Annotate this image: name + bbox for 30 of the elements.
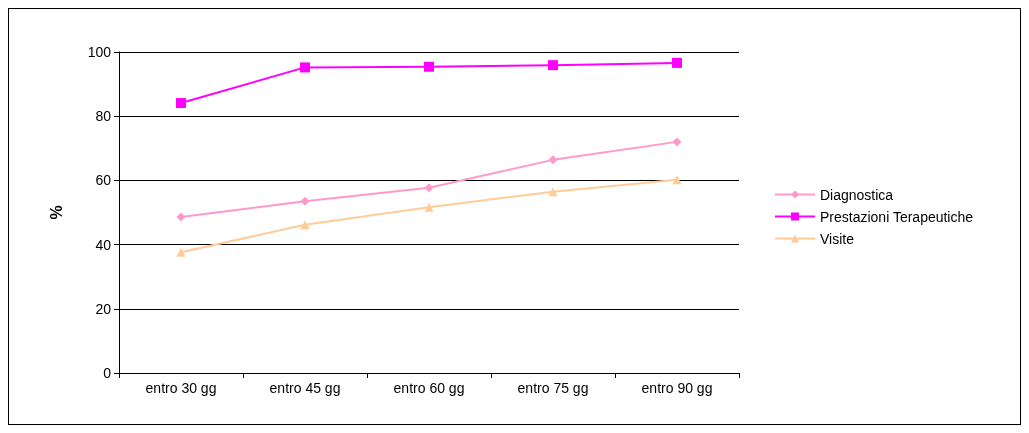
x-tick-label: entro 90 gg [641, 380, 713, 396]
y-tick-label: 0 [103, 365, 112, 381]
legend-label: Visite [820, 230, 855, 247]
point [300, 62, 310, 73]
y-tick-label: 80 [95, 108, 112, 125]
y-tick-label: 40 [95, 236, 112, 253]
x-tick-label: entro 60 gg [393, 380, 465, 396]
point [548, 60, 558, 71]
legend-label: Diagnostica [820, 186, 894, 203]
point [176, 212, 186, 222]
x-tick-label: entro 30 gg [145, 380, 217, 396]
point [300, 220, 310, 230]
point [672, 137, 682, 147]
x-tick-label: entro 75 gg [517, 380, 589, 396]
point [672, 57, 682, 68]
point [424, 61, 434, 72]
y-tick-label: 60 [95, 172, 112, 189]
point [176, 98, 186, 109]
point [672, 175, 682, 185]
point [424, 202, 434, 212]
point [300, 196, 310, 206]
point [548, 155, 558, 165]
y-tick-label: 100 [87, 44, 112, 60]
legend-label: Prestazioni Terapeutiche [820, 208, 974, 225]
point [176, 247, 186, 257]
y-axis-title: % [47, 205, 65, 220]
y-tick-label: 20 [95, 300, 112, 317]
x-tick-label: entro 45 gg [269, 380, 341, 396]
point [424, 183, 434, 193]
point [548, 187, 558, 197]
